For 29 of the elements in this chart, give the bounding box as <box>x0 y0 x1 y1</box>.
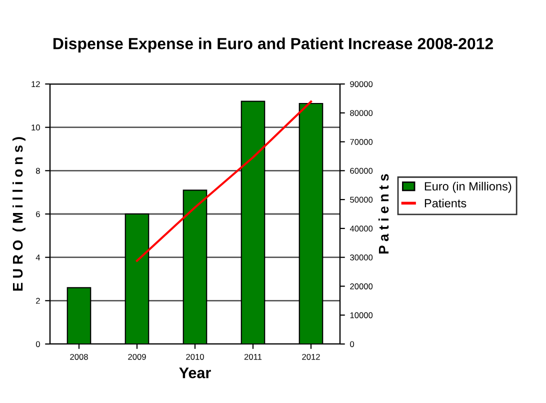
y-tick-label: 0 <box>36 341 40 348</box>
y2-tick-label: 60000 <box>350 168 373 174</box>
x-axis-title: Year <box>179 368 211 378</box>
y2-tick-label: 80000 <box>350 110 373 116</box>
x-tick-label: 2009 <box>128 354 146 360</box>
y2-tick-label: 10000 <box>350 312 373 318</box>
legend-label: Patients <box>424 198 466 208</box>
y-tick-label: 12 <box>32 81 40 88</box>
y2-tick-label: 30000 <box>350 254 373 260</box>
x-tick-label: 2008 <box>70 354 88 360</box>
y2-axis-title: P a t i e n t s <box>378 174 389 254</box>
y-tick-label: 10 <box>32 124 40 130</box>
y2-tick-label: 90000 <box>350 81 373 88</box>
y-tick-label: 8 <box>36 168 40 174</box>
y-tick-label: 4 <box>36 254 40 260</box>
y-tick-label: 2 <box>36 298 40 304</box>
y2-tick-label: 70000 <box>350 138 373 145</box>
y2-tick-label: 40000 <box>350 226 373 232</box>
legend-label: Euro (in Millions) <box>424 182 512 193</box>
y-tick-label: 6 <box>36 211 40 218</box>
y2-tick-label: 20000 <box>350 283 373 290</box>
x-tick-label: 2012 <box>302 354 320 360</box>
y2-tick-label: 0 <box>350 341 354 348</box>
x-tick-label: 2010 <box>186 354 204 360</box>
chart-title: Dispense Expense in Euro and Patient Increase 2008-2012 <box>53 38 493 52</box>
y-axis-title: E U R O ( M i l l i o n s ) <box>12 137 26 291</box>
line-series <box>136 100 312 262</box>
y2-tick-label: 50000 <box>350 196 373 203</box>
x-tick-label: 2011 <box>244 354 262 360</box>
